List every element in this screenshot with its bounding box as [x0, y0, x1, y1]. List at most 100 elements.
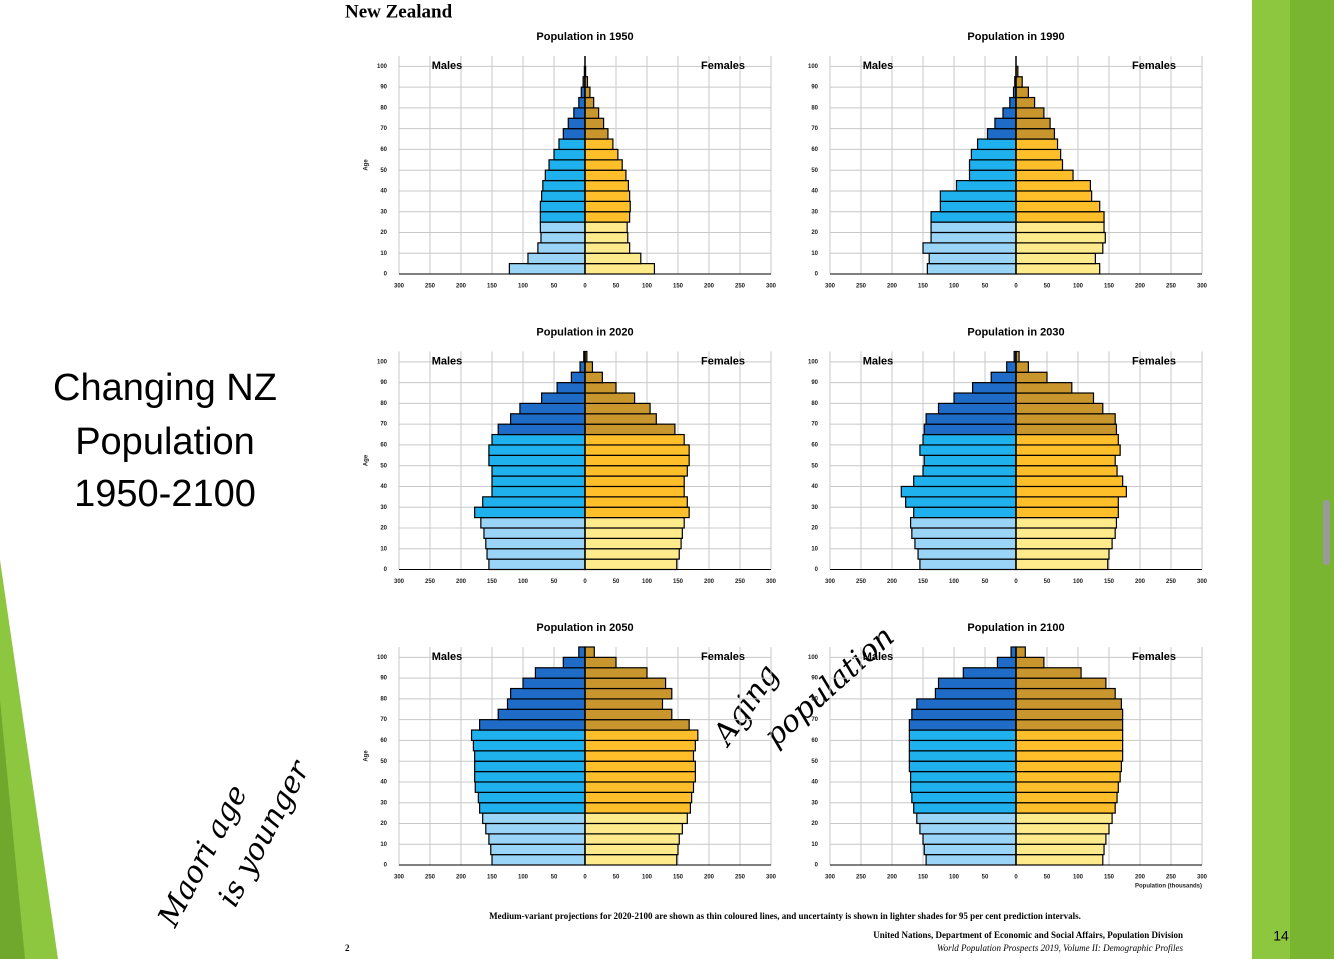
bar [508, 263, 586, 275]
x-tick-label: 0 [583, 284, 587, 290]
x-tick-label: 150 [1104, 579, 1115, 585]
y-tick-label: 80 [380, 105, 387, 111]
x-tick-label: 50 [1044, 579, 1051, 585]
x-tick-label: 100 [642, 579, 653, 585]
bar [556, 382, 586, 394]
right-decoration-dark [1290, 0, 1334, 959]
bar [540, 231, 586, 244]
bar [953, 392, 1017, 405]
y-tick-label: 20 [380, 230, 387, 236]
bar [919, 558, 1017, 571]
bar [1015, 128, 1056, 140]
y-tick-label: 70 [811, 422, 818, 428]
bar [584, 423, 676, 436]
bar [922, 465, 1017, 477]
bar [1015, 413, 1116, 425]
x-tick-label: 150 [918, 284, 929, 290]
y-tick-label: 90 [380, 380, 387, 386]
bar [584, 211, 631, 223]
bar [923, 843, 1017, 856]
bar [1015, 802, 1116, 814]
bar [584, 138, 614, 151]
x-tick-label: 300 [1197, 284, 1208, 290]
bar [584, 516, 685, 529]
y-tick-label: 90 [811, 676, 818, 682]
bar [584, 739, 696, 752]
x-tick-label: 300 [825, 284, 836, 290]
bar [540, 190, 586, 202]
x-tick-label: 250 [735, 284, 746, 290]
bar [900, 485, 1017, 498]
bar [510, 413, 586, 425]
bar [584, 729, 699, 742]
x-tick-label: 200 [1135, 875, 1146, 881]
bar [584, 382, 617, 394]
bar [483, 527, 586, 539]
bar [905, 496, 1017, 508]
scrollbar[interactable] [1323, 500, 1330, 565]
bar [1015, 475, 1124, 488]
bar [584, 708, 673, 721]
y-tick-label: 40 [811, 189, 818, 195]
bar [1015, 516, 1118, 529]
x-tick-label: 250 [425, 875, 436, 881]
x-tick-label: 200 [704, 284, 715, 290]
source: United Nations, Department of Economic a… [873, 930, 1183, 940]
bar [584, 96, 595, 109]
bar [913, 802, 1017, 814]
legend-label: Males [863, 60, 894, 72]
x-tick-label: 250 [856, 875, 867, 881]
x-tick-label: 150 [918, 579, 929, 585]
y-tick-label: 70 [811, 717, 818, 723]
bar [522, 677, 586, 690]
bar [1015, 719, 1124, 731]
y-tick-label: 90 [380, 676, 387, 682]
x-tick-label: 200 [704, 875, 715, 881]
bar [1015, 739, 1124, 752]
x-tick-label: 200 [456, 579, 467, 585]
bar [994, 117, 1017, 130]
bar [477, 791, 586, 804]
bar [1015, 159, 1064, 171]
legend-label: Females [701, 60, 745, 72]
bar [482, 496, 586, 508]
bar [584, 128, 609, 140]
x-tick-label: 300 [766, 284, 777, 290]
bar [976, 138, 1017, 151]
legend-label: Females [1132, 651, 1176, 663]
y-tick-label: 70 [811, 126, 818, 132]
x-tick-label: 250 [856, 579, 867, 585]
bar [913, 506, 1017, 519]
bar [584, 854, 678, 866]
x-tick-label: 100 [949, 875, 960, 881]
bar [930, 231, 1017, 244]
bar [474, 750, 586, 762]
bar [562, 656, 586, 669]
y-tick-label: 0 [384, 567, 388, 573]
x-tick-label: 100 [642, 284, 653, 290]
bar [491, 465, 586, 477]
bar [584, 169, 627, 182]
bar [584, 506, 690, 519]
x-tick-label: 250 [735, 875, 746, 881]
bar [962, 667, 1017, 679]
x-tick-label: 100 [1073, 284, 1084, 290]
bar [584, 454, 690, 467]
x-tick-label: 100 [1073, 875, 1084, 881]
bar [584, 750, 695, 762]
bar [1015, 382, 1073, 394]
bar [908, 719, 1017, 731]
x-tick-label: 250 [425, 284, 436, 290]
y-tick-label: 80 [380, 696, 387, 702]
x-tick-label: 100 [1073, 579, 1084, 585]
bar [558, 138, 586, 151]
y-tick-label: 80 [811, 401, 818, 407]
y-tick-label: 30 [811, 505, 818, 511]
bar [911, 527, 1017, 539]
x-tick-label: 200 [456, 284, 467, 290]
bar [968, 159, 1017, 171]
